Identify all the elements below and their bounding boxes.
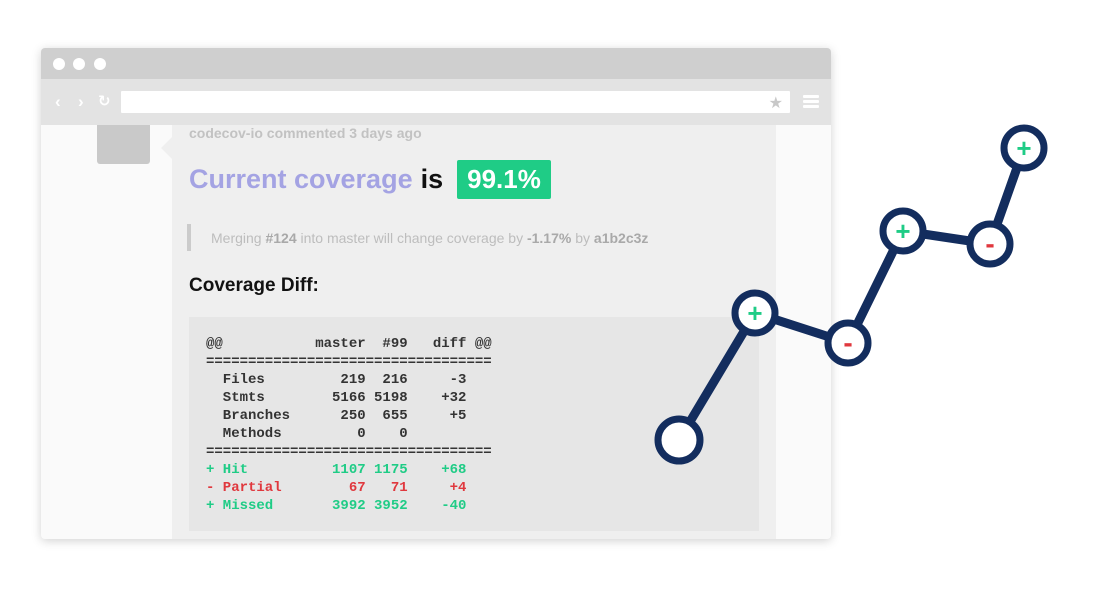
trend-node-plus: + [731,289,779,337]
coverage-is-text: is [420,163,444,194]
merge-note-change: -1.17% [526,229,572,246]
trend-node-minus: - [824,319,872,367]
browser-window: ‹ › ↻ ★ codecov-io commented 3 days ago … [41,48,831,539]
trend-node-plus: + [1000,124,1048,172]
plus-icon: + [895,216,910,246]
browser-toolbar: ‹ › ↻ ★ [41,79,831,125]
diff-line: Branches 250 655 +5 [206,408,467,424]
merge-note: Merging #124 into master will change cov… [187,224,648,251]
avatar [97,125,150,164]
coverage-badge: 99.1% [457,159,551,199]
chevron-right-icon[interactable]: › [78,92,84,111]
diff-line: ================================== [206,444,492,460]
star-icon[interactable]: ★ [768,95,783,112]
window-minimize-dot[interactable] [73,58,85,70]
diff-line-partial: - Partial 67 71 +4 [206,480,467,496]
merge-note-by: by [571,229,594,246]
merge-note-pr: #124 [265,229,297,246]
coverage-headline: Current coverage is 99.1% [189,159,551,199]
window-maximize-dot[interactable] [94,58,106,70]
diff-line: Stmts 5166 5198 +32 [206,390,467,406]
pr-comment: codecov-io commented 3 days ago Current … [172,125,776,539]
coverage-diff-title: Coverage Diff: [189,275,319,296]
merge-note-prefix: Merging [211,229,266,246]
comment-pointer [161,137,172,159]
coverage-diff-code: @@ master #99 diff @@ ==================… [189,317,759,531]
chevron-left-icon[interactable]: ‹ [55,92,61,111]
merge-note-commit: a1b2c3z [593,229,649,246]
comment-header: codecov-io commented 3 days ago [189,125,422,141]
merge-note-middle: into master will change coverage by [296,229,527,246]
address-bar[interactable]: ★ [121,91,790,113]
diff-line: ================================== [206,354,492,370]
trend-node-plus: + [879,207,927,255]
coverage-label: Current coverage [189,163,413,194]
diff-line: @@ master #99 diff @@ [206,336,492,352]
minus-icon: - [985,228,994,259]
hamburger-menu-icon[interactable] [803,95,819,109]
plus-icon: + [1016,133,1031,163]
plus-icon: + [747,298,762,328]
trend-node-minus: - [966,220,1014,268]
title-bar [41,48,831,79]
minus-icon: - [843,327,852,358]
diff-line-missed: + Missed 3992 3952 -40 [206,498,467,514]
diff-line-hit: + Hit 1107 1175 +68 [206,462,467,478]
trend-line [674,143,1029,445]
reload-icon[interactable]: ↻ [98,93,111,110]
window-close-dot[interactable] [53,58,65,70]
diff-line: Methods 0 0 [206,426,408,442]
trend-node-start [654,415,704,465]
diff-line: Files 219 216 -3 [206,372,467,388]
